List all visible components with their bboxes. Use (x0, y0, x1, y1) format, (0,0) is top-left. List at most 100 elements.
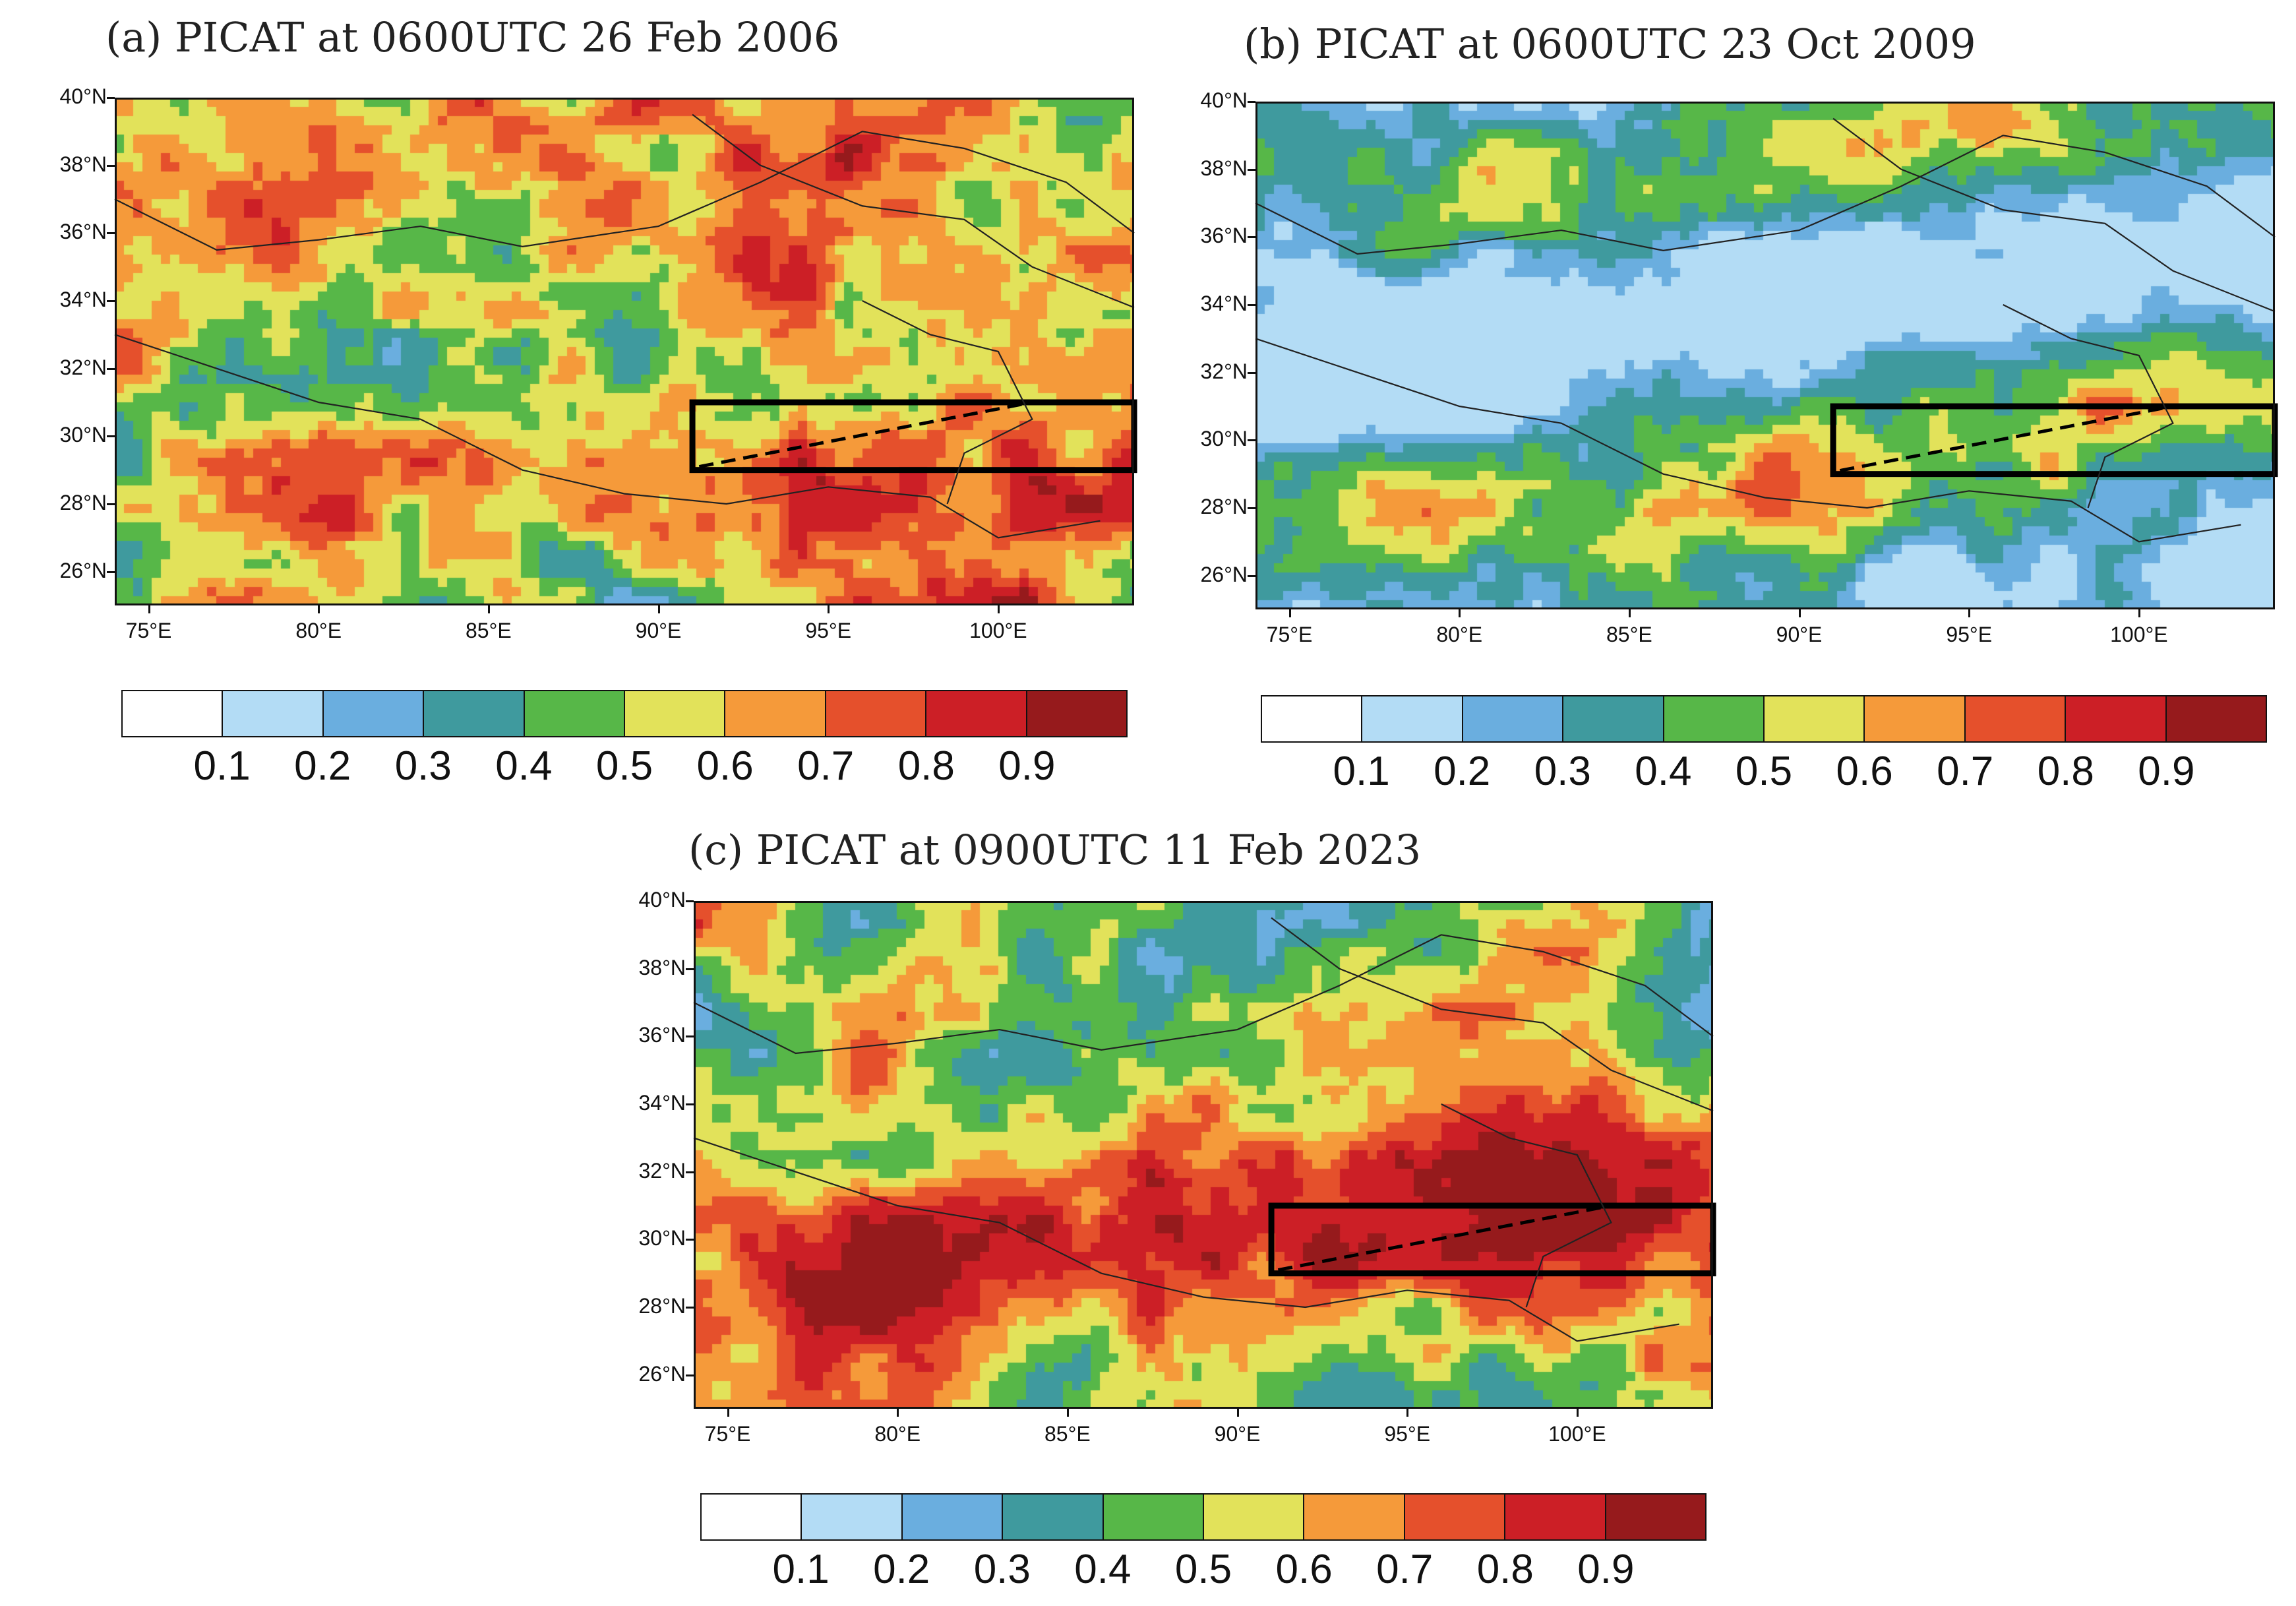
panel-a-title: (a) PICAT at 0600UTC 26 Feb 2006 (106, 13, 840, 61)
lon-tick-label: 100°E (969, 619, 1027, 642)
lat-tick-mark (107, 435, 115, 438)
colorbar-tick-label: 0.2 (873, 1547, 930, 1592)
colorbar-tick-label: 0.7 (1376, 1547, 1434, 1592)
boundary-line (1832, 117, 2276, 313)
lon-tick-mark (1406, 1409, 1409, 1417)
colorbar-swatch (902, 1495, 1004, 1539)
boundary-line (114, 334, 1101, 539)
lon-tick-label: 95°E (1946, 623, 1993, 646)
colorbar-tick-label: 0.6 (696, 743, 754, 789)
lat-tick-label: 34°N (638, 1091, 686, 1115)
lat-tick-label: 28°N (1200, 495, 1248, 518)
panel-b-field (1255, 102, 2275, 609)
lon-tick-label: 100°E (1548, 1422, 1606, 1446)
lon-tick-mark (1628, 609, 1631, 617)
panel-c-colorbar (700, 1493, 1707, 1541)
colorbar-tick-label: 0.4 (1635, 749, 1692, 794)
lon-tick-label: 75°E (125, 619, 172, 642)
colorbar-tick-label: 0.7 (1937, 749, 1994, 794)
colorbar-tick-label: 0.8 (1476, 1547, 1534, 1592)
colorbar-swatch (725, 691, 826, 736)
colorbar-swatch (524, 691, 626, 736)
lat-tick-label: 30°N (638, 1226, 686, 1251)
colorbar-swatch (625, 691, 726, 736)
colorbar-tick-label: 0.4 (495, 743, 553, 789)
lon-tick-label: 80°E (874, 1422, 921, 1446)
lon-tick-mark (657, 605, 660, 613)
colorbar-swatch (802, 1495, 903, 1539)
panel-b-overlay (1255, 117, 2278, 543)
boundary-line (1255, 135, 2276, 255)
lat-tick-label: 38°N (59, 152, 107, 176)
colorbar-tick-label: 0.3 (1534, 749, 1591, 794)
colorbar-swatch (2166, 696, 2266, 741)
lon-tick-label: 100°E (2110, 623, 2168, 646)
colorbar-swatch (1463, 696, 1564, 741)
lat-tick-mark (107, 164, 115, 167)
colorbar-swatch (702, 1495, 802, 1539)
colorbar-swatch (1103, 1495, 1205, 1539)
lat-tick-label: 34°N (59, 288, 107, 311)
lon-tick-mark (148, 605, 150, 613)
lon-tick-label: 90°E (1214, 1422, 1261, 1446)
colorbar-tick-label: 0.9 (2138, 749, 2195, 794)
boundary-line (692, 113, 1135, 309)
colorbar-tick-label: 0.8 (897, 743, 955, 789)
lat-tick-label: 26°N (1200, 562, 1248, 586)
lon-tick-label: 80°E (295, 619, 342, 642)
colorbar-swatch (323, 691, 425, 736)
panel-c-map (693, 901, 1716, 1409)
lat-tick-mark (1248, 439, 1255, 442)
panel-b-title: (b) PICAT at 0600UTC 23 Oct 2009 (1244, 20, 1976, 68)
colorbar-tick-label: 0.7 (797, 743, 855, 789)
colorbar-swatch (1765, 696, 1865, 741)
lat-tick-label: 28°N (59, 491, 107, 514)
lon-tick-mark (1236, 1409, 1239, 1417)
colorbar-swatch (123, 691, 224, 736)
boundary-line (114, 131, 1135, 251)
colorbar-swatch (1965, 696, 2067, 741)
lon-tick-label: 90°E (635, 619, 682, 642)
boundary-line (1255, 338, 2241, 543)
lat-tick-mark (686, 900, 694, 902)
lon-tick-label: 75°E (704, 1422, 751, 1446)
colorbar-tick-label: 0.4 (1074, 1547, 1132, 1592)
lat-tick-mark (107, 97, 115, 99)
colorbar-swatch (1606, 1495, 1706, 1539)
lat-tick-mark (107, 367, 115, 370)
colorbar-tick-label: 0.1 (193, 743, 251, 789)
colorbar-tick-label: 0.2 (1434, 749, 1491, 794)
lat-tick-label: 40°N (638, 888, 686, 911)
lat-tick-label: 26°N (638, 1361, 686, 1386)
colorbar-tick-label: 0.5 (1174, 1547, 1232, 1592)
lat-tick-label: 40°N (1200, 88, 1248, 112)
lat-tick-label: 38°N (638, 955, 686, 979)
lat-tick-label: 36°N (638, 1023, 686, 1047)
lon-tick-label: 85°E (1606, 623, 1652, 646)
colorbar-tick-label: 0.2 (294, 743, 351, 789)
colorbar-tick-label: 0.6 (1836, 749, 1893, 794)
lon-tick-label: 95°E (805, 619, 852, 642)
lon-tick-mark (318, 605, 320, 613)
lat-tick-mark (686, 1374, 694, 1376)
lat-tick-mark (107, 571, 115, 573)
colorbar-swatch (1664, 696, 1765, 741)
colorbar-swatch (1304, 1495, 1405, 1539)
panel-c-title: (c) PICAT at 0900UTC 11 Feb 2023 (688, 826, 1422, 874)
colorbar-swatch (1405, 1495, 1506, 1539)
lat-tick-mark (686, 1103, 694, 1105)
lat-tick-mark (1248, 371, 1255, 374)
panel-b-colorbar (1261, 695, 2267, 743)
colorbar-swatch (926, 691, 1027, 736)
colorbar-tick-label: 0.1 (1333, 749, 1390, 794)
lat-tick-label: 40°N (59, 84, 107, 108)
colorbar-tick-label: 0.5 (1735, 749, 1793, 794)
lat-tick-mark (107, 300, 115, 302)
colorbar-swatch (1262, 696, 1363, 741)
panel-c-field (694, 901, 1713, 1409)
lat-tick-label: 32°N (59, 355, 107, 379)
boundary-line (1271, 917, 1714, 1112)
panel-a-overlay (114, 113, 1137, 539)
study-region-box (1830, 403, 2278, 478)
boundary-line (1441, 1103, 1612, 1308)
